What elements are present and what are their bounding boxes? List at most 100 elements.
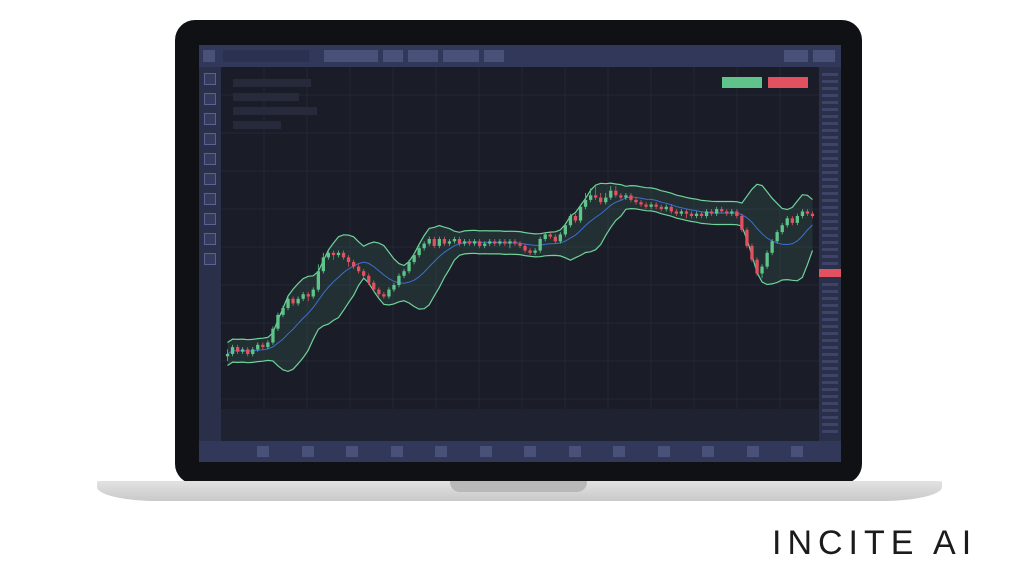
bottom-toolbar-button[interactable] (702, 446, 714, 457)
measure-tool-icon[interactable] (204, 193, 216, 205)
bottom-toolbar-button[interactable] (390, 446, 403, 457)
bottom-toolbar-button[interactable] (657, 446, 670, 457)
alert-button[interactable] (484, 50, 504, 62)
price-scale-tick (822, 374, 838, 377)
menu-icon[interactable] (203, 50, 215, 62)
pattern-tool-icon[interactable] (204, 133, 216, 145)
zoom-tool-icon[interactable] (204, 213, 216, 225)
candle-up (230, 347, 235, 354)
layout-button[interactable] (784, 50, 808, 62)
buy-button[interactable] (722, 77, 762, 88)
candle-down (810, 213, 815, 216)
candle-up (800, 211, 805, 216)
candle-down (629, 195, 633, 200)
candle-up (422, 243, 426, 249)
bottom-toolbar-button[interactable] (791, 446, 803, 457)
settings-button[interactable] (813, 50, 835, 62)
candlestick-chart[interactable] (221, 67, 819, 409)
bottom-toolbar-button[interactable] (346, 446, 358, 457)
price-scale-tick (822, 430, 838, 433)
candle-up (589, 195, 593, 200)
bollinger-lower-line (227, 207, 814, 373)
bottom-toolbar-button[interactable] (746, 446, 759, 457)
compare-button[interactable] (443, 50, 479, 62)
candle-up (488, 241, 492, 244)
indicators-button[interactable] (408, 50, 438, 62)
lock-tool-icon[interactable] (204, 253, 216, 265)
price-scale-tick (822, 255, 838, 258)
candle-up (251, 349, 255, 354)
symbol-search-input[interactable] (223, 50, 309, 62)
brush-tool-icon[interactable] (204, 153, 216, 165)
brand-logo: INCITE AI (772, 524, 978, 562)
candle-up (412, 255, 416, 262)
candle-down (357, 266, 361, 272)
price-scale-tick (822, 262, 838, 265)
bottom-toolbar-button[interactable] (479, 446, 492, 457)
price-scale-tick (822, 360, 838, 363)
text-tool-icon[interactable] (204, 173, 216, 185)
magnet-tool-icon[interactable] (204, 233, 216, 245)
candle-down (740, 216, 744, 230)
price-scale-tick (822, 367, 838, 370)
price-scale[interactable] (819, 67, 841, 441)
candle-up (311, 289, 315, 297)
candle-down (634, 199, 638, 203)
candle-down (493, 241, 497, 244)
price-scale-tick (822, 325, 838, 328)
candle-up (533, 250, 537, 253)
candle-up (649, 204, 653, 207)
candle-down (619, 195, 623, 198)
candle-down (432, 239, 436, 246)
price-scale-tick (822, 80, 838, 83)
candle-down (341, 252, 346, 258)
candle-down (750, 245, 754, 260)
candle-up (483, 243, 487, 246)
candle-up (392, 285, 396, 290)
candle-down (745, 229, 749, 246)
price-scale-tick (822, 290, 838, 293)
candle-up (775, 232, 779, 242)
timeframe-button[interactable] (324, 50, 378, 62)
price-scale-tick (822, 311, 838, 314)
price-scale-tick (822, 241, 838, 244)
bottom-toolbar-button[interactable] (524, 446, 536, 457)
price-scale-tick (822, 115, 838, 118)
candle-up (417, 248, 421, 256)
top-toolbar (199, 45, 841, 67)
price-scale-tick (822, 108, 838, 111)
candle-down (594, 195, 598, 198)
price-scale-tick (822, 87, 838, 90)
bottom-toolbar (199, 441, 841, 462)
bottom-toolbar-button[interactable] (257, 446, 269, 457)
candle-up (694, 213, 699, 216)
bottom-toolbar-button[interactable] (568, 446, 581, 457)
price-scale-tick (822, 122, 838, 125)
candle-up (402, 271, 406, 276)
candle-down (291, 298, 295, 304)
price-scale-tick (822, 234, 838, 237)
sell-button[interactable] (768, 77, 808, 88)
price-scale-tick (822, 73, 838, 76)
price-scale-tick (822, 416, 838, 419)
price-scale-tick (822, 353, 838, 356)
candle-up (281, 308, 285, 315)
candle-down (503, 241, 507, 244)
trendline-tool-icon[interactable] (204, 93, 216, 105)
candle-down (553, 236, 557, 242)
fib-tool-icon[interactable] (204, 113, 216, 125)
candle-down (352, 262, 356, 267)
price-scale-tick (822, 395, 838, 398)
candle-up (704, 211, 709, 216)
candle-up (447, 241, 452, 244)
bottom-toolbar-button[interactable] (301, 446, 314, 457)
candle-up (387, 289, 391, 297)
bottom-toolbar-button[interactable] (435, 446, 447, 457)
candle-down (669, 206, 673, 212)
candle-down (523, 245, 527, 251)
chart-type-button[interactable] (383, 50, 403, 62)
cursor-tool-icon[interactable] (204, 73, 216, 85)
candle-down (528, 250, 532, 253)
bottom-toolbar-button[interactable] (613, 446, 625, 457)
candle-up (609, 190, 613, 198)
